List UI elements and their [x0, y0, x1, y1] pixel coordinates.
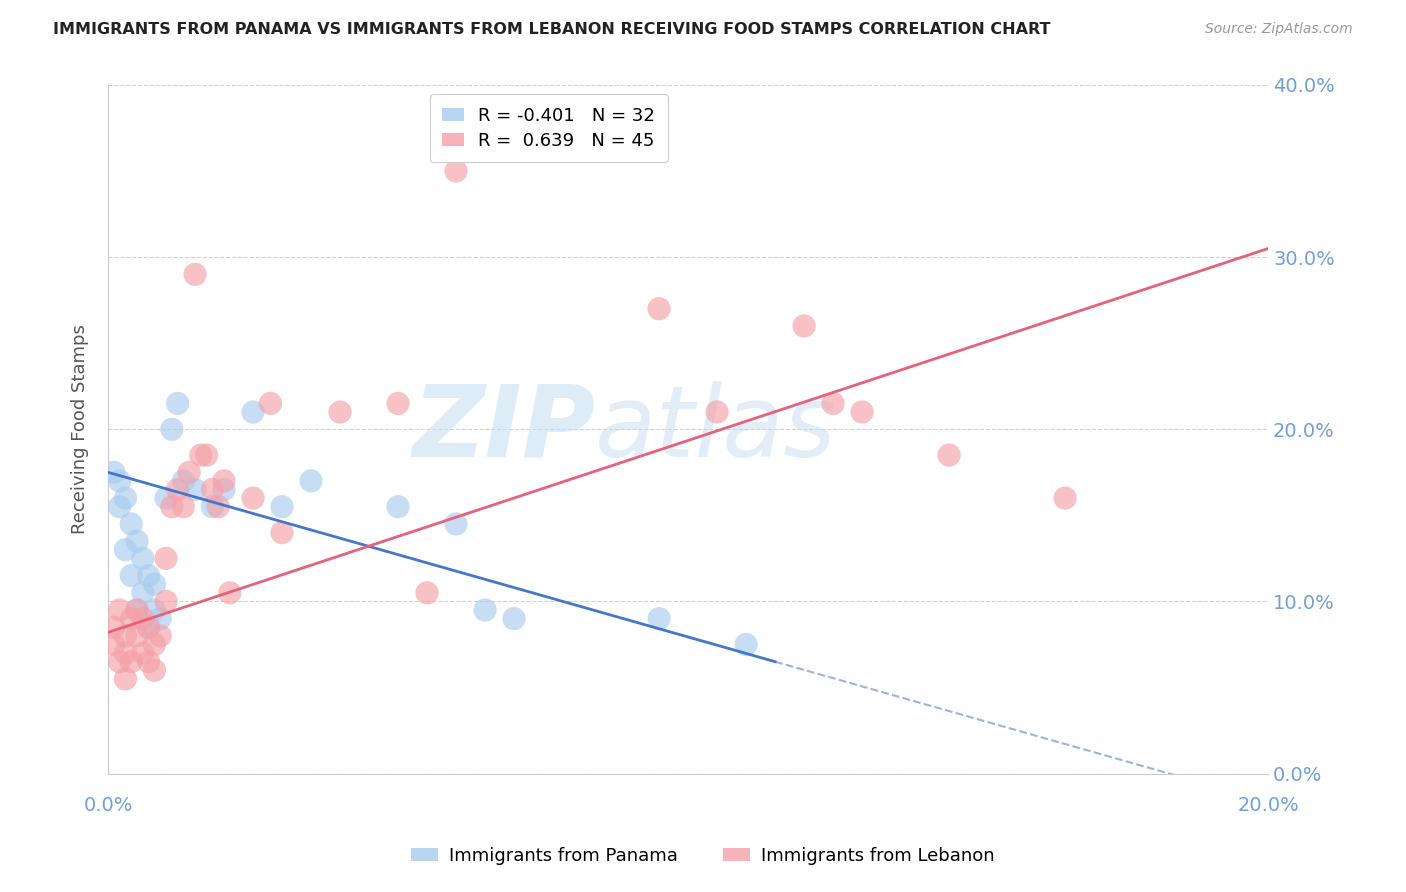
Point: [114, 491, 136, 505]
Point: [706, 405, 728, 419]
Point: [416, 586, 439, 600]
Point: [114, 629, 136, 643]
Text: Source: ZipAtlas.com: Source: ZipAtlas.com: [1205, 22, 1353, 37]
Point: [125, 629, 148, 643]
Text: IMMIGRANTS FROM PANAMA VS IMMIGRANTS FROM LEBANON RECEIVING FOOD STAMPS CORRELAT: IMMIGRANTS FROM PANAMA VS IMMIGRANTS FRO…: [53, 22, 1050, 37]
Point: [444, 516, 467, 531]
Point: [155, 594, 177, 608]
Point: [201, 500, 224, 514]
Point: [138, 655, 160, 669]
Point: [938, 448, 960, 462]
Point: [143, 663, 166, 677]
Point: [132, 646, 155, 660]
Point: [212, 474, 235, 488]
Point: [155, 491, 177, 505]
Text: atlas: atlas: [595, 381, 837, 478]
Point: [132, 586, 155, 600]
Point: [143, 577, 166, 591]
Point: [132, 612, 155, 626]
Point: [120, 516, 142, 531]
Point: [387, 396, 409, 410]
Point: [103, 637, 125, 651]
Point: [242, 491, 264, 505]
Point: [166, 396, 188, 410]
Point: [195, 448, 218, 462]
Point: [120, 612, 142, 626]
Point: [149, 612, 172, 626]
Point: [114, 646, 136, 660]
Point: [474, 603, 496, 617]
Point: [166, 483, 188, 497]
Point: [138, 620, 160, 634]
Legend: R = -0.401   N = 32, R =  0.639   N = 45: R = -0.401 N = 32, R = 0.639 N = 45: [430, 94, 668, 162]
Point: [108, 603, 131, 617]
Point: [503, 612, 526, 626]
Point: [218, 586, 240, 600]
Point: [155, 551, 177, 566]
Text: ZIP: ZIP: [412, 381, 595, 478]
Point: [138, 568, 160, 582]
Point: [120, 655, 142, 669]
Point: [851, 405, 873, 419]
Point: [242, 405, 264, 419]
Point: [149, 629, 172, 643]
Point: [793, 318, 815, 333]
Point: [271, 525, 294, 540]
Y-axis label: Receiving Food Stamps: Receiving Food Stamps: [72, 325, 89, 534]
Point: [387, 500, 409, 514]
Point: [212, 483, 235, 497]
Point: [172, 474, 194, 488]
Point: [160, 422, 183, 436]
Text: 20.0%: 20.0%: [1237, 796, 1299, 814]
Point: [114, 672, 136, 686]
Point: [108, 474, 131, 488]
Point: [179, 465, 201, 479]
Point: [143, 637, 166, 651]
Point: [120, 568, 142, 582]
Point: [160, 500, 183, 514]
Point: [329, 405, 352, 419]
Point: [103, 620, 125, 634]
Point: [184, 483, 207, 497]
Point: [125, 534, 148, 549]
Point: [259, 396, 281, 410]
Point: [190, 448, 212, 462]
Text: 0.0%: 0.0%: [83, 796, 132, 814]
Point: [138, 620, 160, 634]
Point: [125, 603, 148, 617]
Point: [207, 500, 229, 514]
Point: [823, 396, 845, 410]
Point: [184, 268, 207, 282]
Legend: Immigrants from Panama, Immigrants from Lebanon: Immigrants from Panama, Immigrants from …: [404, 840, 1002, 872]
Point: [444, 164, 467, 178]
Point: [143, 603, 166, 617]
Point: [1054, 491, 1077, 505]
Point: [108, 500, 131, 514]
Point: [299, 474, 322, 488]
Point: [648, 301, 671, 316]
Point: [132, 551, 155, 566]
Point: [735, 637, 758, 651]
Point: [271, 500, 294, 514]
Point: [114, 542, 136, 557]
Point: [648, 612, 671, 626]
Point: [172, 500, 194, 514]
Point: [201, 483, 224, 497]
Point: [103, 465, 125, 479]
Point: [125, 603, 148, 617]
Point: [108, 655, 131, 669]
